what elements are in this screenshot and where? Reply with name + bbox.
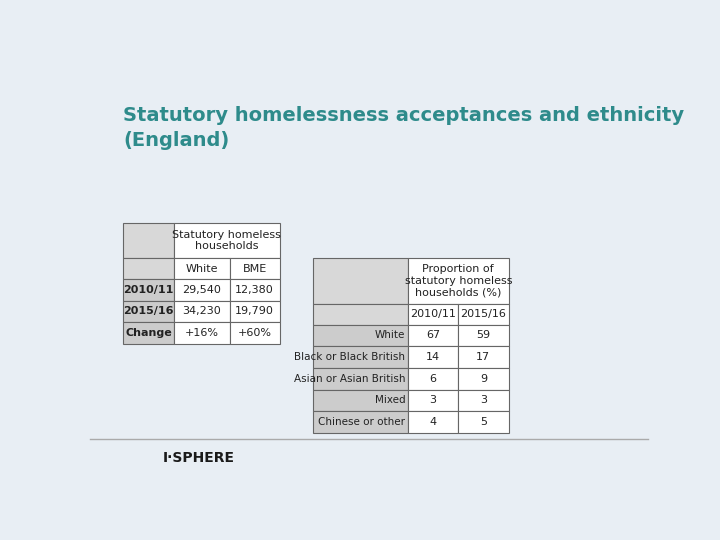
Text: 5: 5 [480,417,487,427]
FancyBboxPatch shape [174,301,230,322]
Text: Statutory homelessness acceptances and ethnicity
(England): Statutory homelessness acceptances and e… [124,106,685,150]
FancyBboxPatch shape [313,368,408,389]
Text: Black or Black British: Black or Black British [294,352,405,362]
Text: Chinese or other: Chinese or other [318,417,405,427]
Text: Asian or Asian British: Asian or Asian British [294,374,405,384]
FancyBboxPatch shape [459,411,508,433]
FancyBboxPatch shape [124,301,174,322]
FancyBboxPatch shape [313,325,408,346]
Text: White: White [375,330,405,341]
FancyBboxPatch shape [230,258,279,279]
FancyBboxPatch shape [459,304,508,325]
FancyBboxPatch shape [408,368,459,389]
Text: 29,540: 29,540 [182,285,221,295]
FancyBboxPatch shape [174,322,230,344]
Text: Statutory homeless
households: Statutory homeless households [172,230,281,251]
FancyBboxPatch shape [459,346,508,368]
FancyBboxPatch shape [459,389,508,411]
Text: 59: 59 [477,330,490,341]
Text: 2015/16: 2015/16 [461,309,506,319]
Text: BME: BME [243,264,266,274]
Text: 6: 6 [430,374,436,384]
FancyBboxPatch shape [174,279,230,301]
Text: 19,790: 19,790 [235,306,274,316]
Text: White: White [185,264,218,274]
Text: 12,380: 12,380 [235,285,274,295]
Text: 3: 3 [480,395,487,406]
FancyBboxPatch shape [313,258,408,304]
FancyBboxPatch shape [124,279,174,301]
FancyBboxPatch shape [408,325,459,346]
FancyBboxPatch shape [230,279,279,301]
FancyBboxPatch shape [313,411,408,433]
FancyBboxPatch shape [408,389,459,411]
FancyBboxPatch shape [124,322,174,344]
FancyBboxPatch shape [174,223,279,258]
FancyBboxPatch shape [313,346,408,368]
FancyBboxPatch shape [124,223,174,258]
Text: Change: Change [125,328,172,338]
FancyBboxPatch shape [408,411,459,433]
FancyBboxPatch shape [408,258,508,304]
Text: +16%: +16% [184,328,219,338]
FancyBboxPatch shape [313,304,408,325]
FancyBboxPatch shape [408,346,459,368]
Text: +60%: +60% [238,328,271,338]
Text: Proportion of
statutory homeless
households (%): Proportion of statutory homeless househo… [405,265,512,298]
Text: 34,230: 34,230 [182,306,221,316]
FancyBboxPatch shape [313,389,408,411]
Text: 14: 14 [426,352,440,362]
Text: 3: 3 [430,395,436,406]
Text: 2010/11: 2010/11 [410,309,456,319]
Text: 2015/16: 2015/16 [123,306,174,316]
Text: I·SPHERE: I·SPHERE [163,451,235,465]
Text: 67: 67 [426,330,440,341]
FancyBboxPatch shape [459,325,508,346]
FancyBboxPatch shape [459,368,508,389]
FancyBboxPatch shape [230,322,279,344]
Text: 2010/11: 2010/11 [123,285,174,295]
FancyBboxPatch shape [124,258,174,279]
Text: 9: 9 [480,374,487,384]
FancyBboxPatch shape [230,301,279,322]
Text: 4: 4 [430,417,437,427]
FancyBboxPatch shape [408,304,459,325]
FancyBboxPatch shape [174,258,230,279]
Text: 17: 17 [477,352,490,362]
Text: Mixed: Mixed [374,395,405,406]
